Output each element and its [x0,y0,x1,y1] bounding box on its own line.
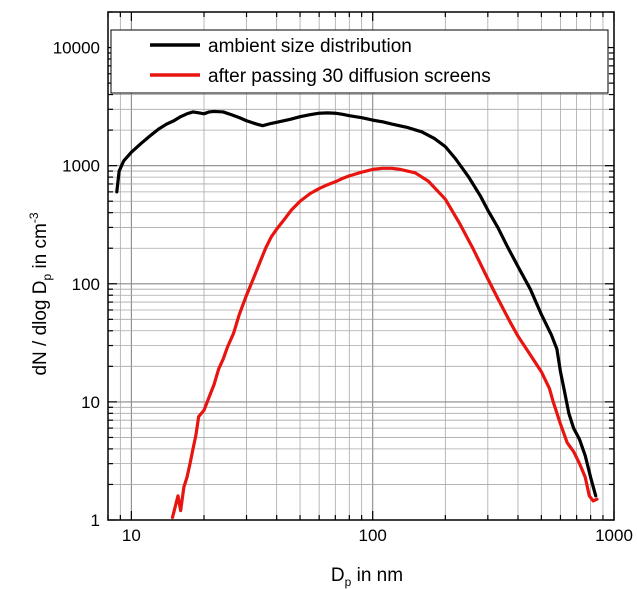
y-tick-label: 1000 [62,157,100,176]
y-axis-title-main: dN / dlog D [30,281,51,376]
series-layer [115,109,599,520]
x-tick-label: 100 [359,526,387,545]
x-tick-label: 1000 [595,526,633,545]
y-tick-label: 10000 [53,39,100,58]
x-axis-title-rest: in nm [351,565,403,586]
y-tick-label: 10 [81,393,100,412]
legend-box [110,29,609,94]
y-axis-title: dN / dlog Dp in cm-3 [27,212,54,375]
legend-label-ambient: ambient size distribution [208,36,412,57]
legend: ambient size distribution after passing … [110,29,609,94]
x-axis-title-main: D [331,565,345,586]
y-tick-label: 100 [72,275,100,294]
series-screens-line [170,166,599,520]
ticks: 10 100 1000 1 10 100 1000 10000 [53,11,633,545]
x-axis-title: Dp in nm [331,565,403,589]
x-tick-label: 10 [122,526,141,545]
y-axis-title-subscript: p [40,274,54,281]
y-tick-label: 1 [91,511,100,530]
y-axis-title-unit: in cm [30,223,51,274]
y-axis-title-superscript: -3 [27,212,41,223]
legend-label-screens: after passing 30 diffusion screens [208,66,491,87]
series-ambient-line [115,109,598,498]
plot-frame [107,11,615,521]
x-axis-title-subscript: p [345,575,352,589]
